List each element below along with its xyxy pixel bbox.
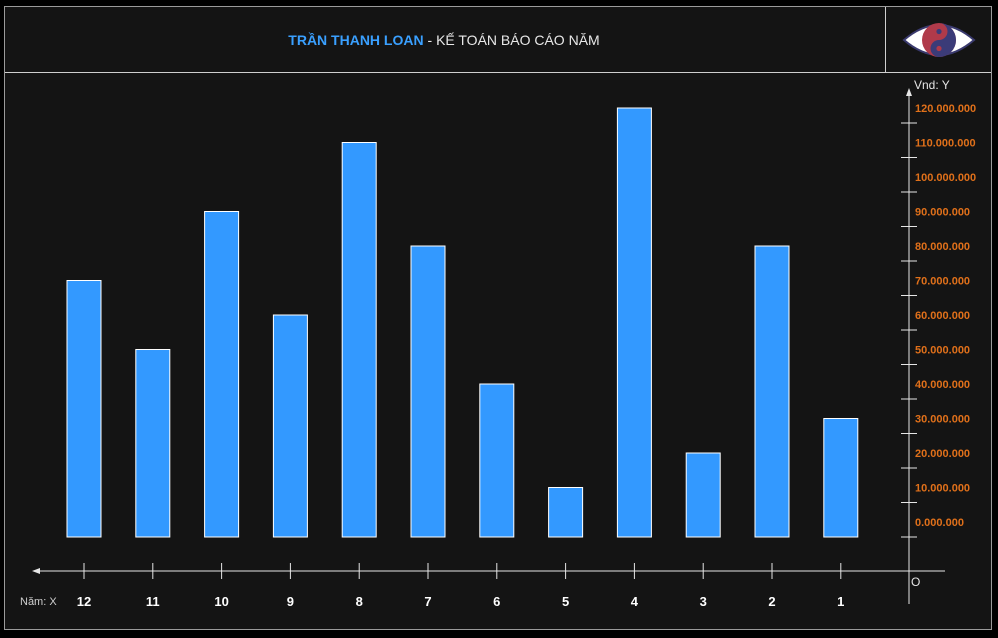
origin-label: O [911, 575, 920, 589]
x-tick-label: 2 [768, 594, 775, 609]
page-title: TRẦN THANH LOAN - KẾ TOÁN BÁO CÁO NĂM [5, 7, 883, 73]
y-tick-label: 100.000.000 [915, 172, 976, 184]
bar-3 [685, 452, 721, 538]
y-axis-label: Vnd: Y [914, 78, 950, 92]
logo [885, 7, 991, 73]
bar-9 [272, 314, 308, 538]
bar-6 [479, 383, 515, 538]
author-name: TRẦN THANH LOAN [288, 32, 424, 48]
bars-group [66, 107, 859, 538]
bar-5 [548, 487, 584, 538]
y-axis-arrow-icon [906, 88, 912, 96]
x-tick-label: 7 [424, 594, 431, 609]
x-tick-label: 6 [493, 594, 500, 609]
yin-yang-eye-icon [901, 23, 976, 57]
report-subtitle: KẾ TOÁN BÁO CÁO NĂM [436, 32, 600, 48]
bar-7 [410, 245, 446, 538]
y-tick-label: 40.000.000 [915, 379, 970, 391]
y-tick-label: 90.000.000 [915, 207, 970, 219]
y-tick-label: 110.000.000 [915, 138, 976, 150]
y-tick-label: 0.000.000 [915, 517, 964, 529]
y-tick-label: 50.000.000 [915, 345, 970, 357]
x-tick-label: 11 [146, 594, 160, 609]
bar-10 [204, 211, 240, 538]
x-tick-label: 1 [837, 594, 844, 609]
y-tick-label: 20.000.000 [915, 448, 970, 460]
y-tick-label: 10.000.000 [915, 483, 970, 495]
bar-8 [341, 142, 377, 538]
bar-4 [616, 107, 652, 538]
bar-12 [66, 280, 102, 538]
x-axis: Năm: X 12 11 10 9 8 7 6 5 4 3 2 1 [20, 563, 945, 609]
y-tick-label: 80.000.000 [915, 241, 970, 253]
x-tick-label: 3 [700, 594, 707, 609]
y-axis: Vnd: Y O 0.000.000 10.000.000 20.000.000 30… [901, 78, 976, 604]
x-tick-label: 4 [631, 594, 639, 609]
y-tick-label: 30.000.000 [915, 414, 970, 426]
bar-2 [754, 245, 790, 538]
x-axis-label: Năm: X [20, 596, 57, 608]
x-axis-arrow-icon [32, 568, 40, 574]
bar-11 [135, 349, 171, 538]
x-tick-label: 9 [287, 594, 294, 609]
y-tick-label: 70.000.000 [915, 276, 970, 288]
bar-1 [823, 418, 859, 538]
x-tick-label: 12 [77, 594, 91, 609]
x-tick-label: 10 [214, 594, 228, 609]
x-tick-label: 5 [562, 594, 569, 609]
y-tick-label: 120.000.000 [915, 103, 976, 115]
y-tick-label: 60.000.000 [915, 310, 970, 322]
x-tick-label: 8 [356, 594, 363, 609]
header: TRẦN THANH LOAN - KẾ TOÁN BÁO CÁO NĂM [5, 7, 991, 73]
title-separator: - [423, 32, 437, 48]
